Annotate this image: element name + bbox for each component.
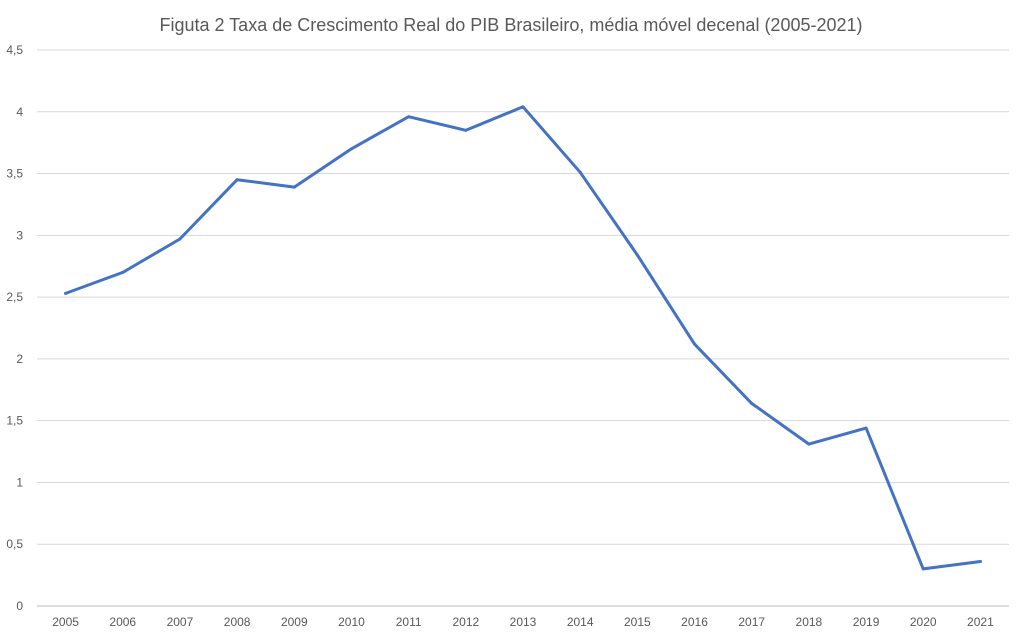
data-point xyxy=(750,401,754,405)
x-tick-label: 2020 xyxy=(910,615,937,629)
y-tick-label: 1 xyxy=(16,475,23,489)
data-point xyxy=(864,426,868,430)
x-tick-label: 2013 xyxy=(510,615,537,629)
x-tick-label: 2008 xyxy=(224,615,251,629)
y-tick-label: 2 xyxy=(16,352,23,366)
x-tick-label: 2010 xyxy=(338,615,365,629)
data-point xyxy=(407,115,411,119)
x-tick-label: 2017 xyxy=(738,615,765,629)
x-tick-label: 2009 xyxy=(281,615,308,629)
y-axis-tick-labels: 0 0,5 1 1,5 2 2,5 3 3,5 4 4,5 xyxy=(6,43,23,613)
data-point xyxy=(521,105,525,109)
y-tick-label: 1,5 xyxy=(6,414,23,428)
series-layer xyxy=(64,105,982,571)
x-tick-label: 2007 xyxy=(167,615,194,629)
gridlines xyxy=(37,49,1009,607)
x-tick-label: 2006 xyxy=(109,615,136,629)
x-tick-label: 2016 xyxy=(681,615,708,629)
y-tick-label: 3,5 xyxy=(6,167,23,181)
data-point xyxy=(635,253,639,257)
data-point xyxy=(121,270,125,274)
y-tick-label: 4,5 xyxy=(6,43,23,57)
data-point xyxy=(578,170,582,174)
series-line xyxy=(64,105,982,571)
x-tick-label: 2019 xyxy=(853,615,880,629)
data-point xyxy=(807,442,811,446)
y-tick-label: 3 xyxy=(16,228,23,242)
x-tick-label: 2012 xyxy=(452,615,479,629)
x-tick-label: 2015 xyxy=(624,615,651,629)
y-tick-label: 4 xyxy=(16,105,23,119)
y-tick-label: 0 xyxy=(16,599,23,613)
chart-title: Figuta 2 Taxa de Crescimento Real do PIB… xyxy=(159,15,862,35)
data-point xyxy=(235,178,239,182)
data-point xyxy=(178,237,182,241)
x-tick-label: 2021 xyxy=(967,615,994,629)
data-point xyxy=(349,147,353,151)
data-point xyxy=(978,560,982,564)
data-point xyxy=(921,567,925,571)
x-tick-label: 2011 xyxy=(396,615,422,629)
data-point xyxy=(64,291,68,295)
y-tick-label: 0,5 xyxy=(6,537,23,551)
x-axis-tick-labels: 2005 2006 2007 2008 2009 2010 2011 2012 2013 2014… xyxy=(52,615,994,629)
data-point xyxy=(693,342,697,346)
x-tick-label: 2005 xyxy=(52,615,79,629)
x-tick-label: 2014 xyxy=(567,615,594,629)
x-tick-label: 2018 xyxy=(796,615,823,629)
data-point xyxy=(292,185,296,189)
y-tick-label: 2,5 xyxy=(6,290,23,304)
data-point xyxy=(464,128,468,132)
